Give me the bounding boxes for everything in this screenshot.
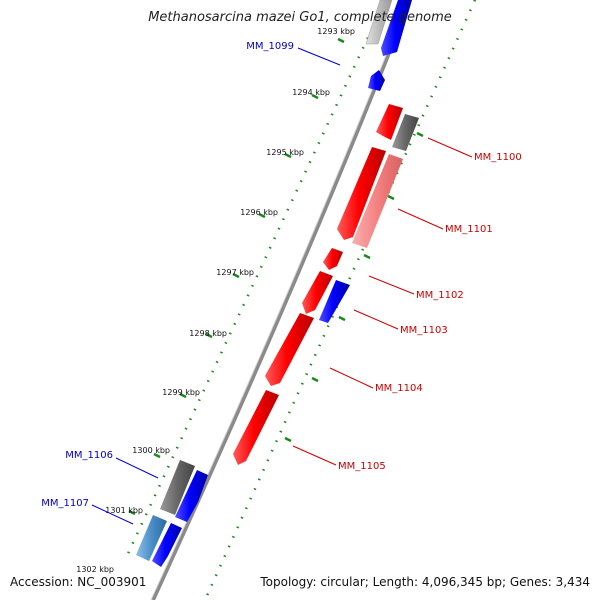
tick-mark (387, 194, 395, 201)
gene-features (136, 0, 419, 567)
tick-mark (153, 452, 161, 459)
map-title: Methanosarcina mazei Go1, complete genom… (148, 10, 452, 25)
label-leaders (91, 47, 473, 525)
tick-mark (311, 93, 319, 100)
tick-mark (337, 37, 345, 44)
gene-alt (136, 515, 167, 561)
leader-line (292, 445, 337, 466)
gene-forward (175, 470, 208, 522)
tick-marks (128, 37, 424, 516)
tick-mark (363, 253, 371, 260)
gene-hypothetical (392, 114, 419, 151)
tick-mark (128, 509, 136, 516)
gene-label-mm1103: MM_1103 (400, 325, 448, 336)
tick-mark (205, 332, 213, 339)
tick-mark (232, 272, 240, 279)
gene-reverse-light (352, 154, 403, 248)
gene-reverse (376, 104, 403, 140)
tick-label: 1295 kbp (266, 148, 304, 157)
gc-track-inner (123, 0, 387, 561)
tick-label: 1297 kbp (216, 268, 254, 277)
leader-line (115, 457, 159, 479)
gene-label-mm1107: MM_1107 (41, 498, 89, 509)
gene-labels: MM_1099 MM_1100 MM_1101 MM_1102 MM_1103 … (41, 41, 521, 509)
gene-forward (152, 523, 182, 567)
tick-mark (258, 212, 266, 219)
tick-mark (179, 392, 187, 399)
gene-label-mm1105: MM_1105 (338, 461, 386, 472)
tick-labels: 1293 kbp 1294 kbp 1295 kbp 1296 kbp 1297… (76, 27, 355, 574)
tick-mark (416, 131, 424, 138)
leader-line (353, 309, 399, 330)
leader-line (368, 275, 415, 295)
tick-label: 1296 kbp (240, 208, 278, 217)
gene-hypothetical (160, 460, 195, 515)
gene-label-mm1099: MM_1099 (246, 41, 294, 52)
topology-text: Topology: circular; Length: 4,096,345 bp… (260, 575, 590, 589)
gene-label-mm1100: MM_1100 (474, 152, 522, 163)
gene-label-mm1104: MM_1104 (375, 383, 423, 394)
tick-label: 1298 kbp (189, 329, 227, 338)
gene-label-mm1101: MM_1101 (445, 224, 493, 235)
gene-reverse (337, 147, 386, 240)
gene-reverse (323, 248, 343, 270)
leader-line (297, 47, 341, 66)
leader-line (329, 367, 374, 389)
tick-mark (311, 376, 319, 383)
tick-mark (284, 436, 292, 443)
gene-label-mm1102: MM_1102 (416, 290, 464, 301)
leader-line (91, 504, 134, 525)
tick-label: 1302 kbp (76, 565, 114, 574)
gene-forward (381, 0, 412, 56)
accession-text: Accession: NC_003901 (10, 575, 147, 589)
gene-hypothetical-light (365, 0, 393, 45)
gene-forward (319, 280, 350, 323)
leader-line (427, 137, 473, 158)
tick-label: 1299 kbp (162, 388, 200, 397)
leader-line (397, 208, 444, 230)
gene-reverse (233, 390, 279, 465)
gene-forward (368, 70, 385, 91)
gene-reverse (265, 313, 314, 386)
tick-label: 1293 kbp (317, 27, 355, 36)
gene-label-mm1106: MM_1106 (65, 450, 113, 461)
tick-label: 1301 kbp (105, 506, 143, 515)
tick-label: 1294 kbp (292, 88, 330, 97)
tick-mark (338, 315, 346, 322)
tick-label: 1300 kbp (132, 446, 170, 455)
tick-mark (284, 152, 292, 159)
gene-reverse (302, 271, 333, 314)
